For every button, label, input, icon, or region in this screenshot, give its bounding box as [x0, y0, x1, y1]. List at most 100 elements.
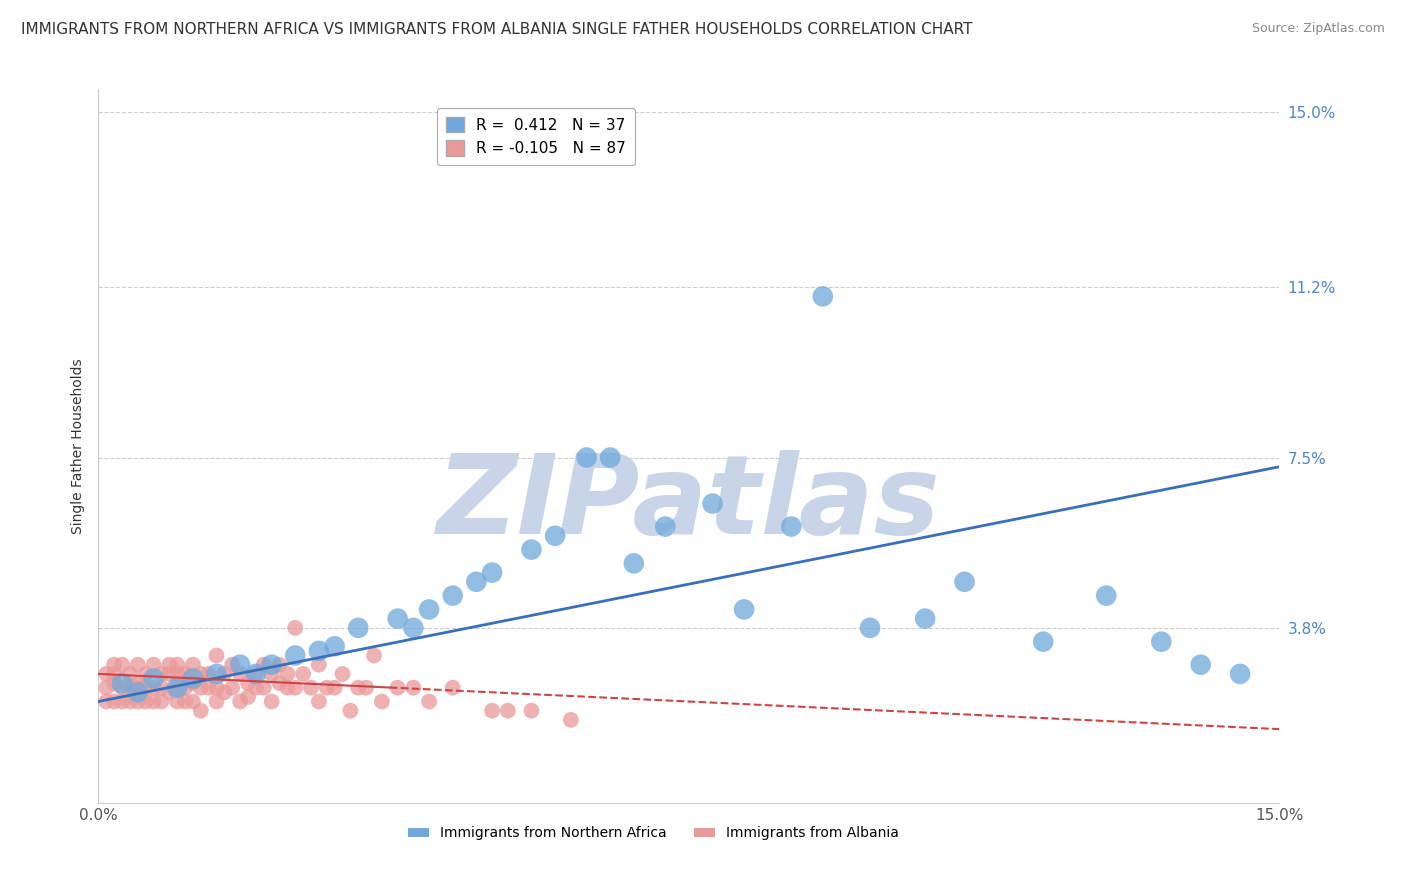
Point [103, 657, 125, 672]
Point [221, 657, 243, 672]
Point [181, 676, 204, 690]
Point [276, 666, 298, 681]
Point [354, 681, 377, 695]
Text: ZIPatlas: ZIPatlas [437, 450, 941, 557]
Point [284, 681, 307, 695]
Point [157, 657, 180, 672]
Point [339, 704, 361, 718]
Point [118, 681, 141, 695]
Point [190, 666, 212, 681]
Point [292, 666, 315, 681]
Point [308, 644, 330, 658]
Point [418, 694, 440, 708]
Point [181, 672, 204, 686]
Point [544, 529, 567, 543]
Y-axis label: Single Father Households: Single Father Households [70, 359, 84, 533]
Text: Source: ZipAtlas.com: Source: ZipAtlas.com [1251, 22, 1385, 36]
Point [205, 666, 228, 681]
Point [142, 657, 165, 672]
Point [253, 681, 276, 695]
Point [299, 681, 322, 695]
Point [142, 694, 165, 708]
Point [111, 681, 134, 695]
Point [229, 657, 252, 672]
Point [150, 681, 173, 695]
Point [496, 704, 519, 718]
Point [953, 574, 976, 589]
Point [221, 681, 243, 695]
Point [236, 690, 259, 704]
Point [103, 694, 125, 708]
Point [127, 681, 149, 695]
Point [181, 657, 204, 672]
Point [96, 666, 118, 681]
Point [308, 657, 330, 672]
Point [229, 666, 252, 681]
Point [245, 666, 267, 681]
Point [260, 694, 283, 708]
Point [190, 681, 212, 695]
Point [402, 621, 425, 635]
Point [103, 666, 125, 681]
Point [111, 694, 134, 708]
Point [1150, 634, 1173, 648]
Point [166, 681, 188, 695]
Point [347, 681, 370, 695]
Point [236, 676, 259, 690]
Point [1229, 666, 1251, 681]
Point [190, 704, 212, 718]
Point [347, 621, 370, 635]
Point [96, 694, 118, 708]
Point [481, 704, 503, 718]
Point [733, 602, 755, 616]
Point [1189, 657, 1212, 672]
Point [387, 612, 409, 626]
Point [157, 666, 180, 681]
Point [260, 666, 283, 681]
Point [1032, 634, 1054, 648]
Point [197, 666, 219, 681]
Point [127, 676, 149, 690]
Point [520, 704, 543, 718]
Point [166, 666, 188, 681]
Point [111, 657, 134, 672]
Point [520, 542, 543, 557]
Point [118, 666, 141, 681]
Point [575, 450, 598, 465]
Point [260, 657, 283, 672]
Point [205, 681, 228, 695]
Point [253, 657, 276, 672]
Point [103, 676, 125, 690]
Point [111, 676, 134, 690]
Point [127, 685, 149, 699]
Point [560, 713, 582, 727]
Point [166, 694, 188, 708]
Point [214, 666, 236, 681]
Point [118, 694, 141, 708]
Point [150, 694, 173, 708]
Point [166, 657, 188, 672]
Point [229, 694, 252, 708]
Point [135, 694, 157, 708]
Point [441, 589, 464, 603]
Point [276, 681, 298, 695]
Point [284, 648, 307, 663]
Point [914, 612, 936, 626]
Point [174, 681, 197, 695]
Point [315, 681, 337, 695]
Point [96, 681, 118, 695]
Point [441, 681, 464, 695]
Point [166, 681, 188, 695]
Point [387, 681, 409, 695]
Point [174, 694, 197, 708]
Point [284, 621, 307, 635]
Point [363, 648, 385, 663]
Point [811, 289, 834, 303]
Point [142, 681, 165, 695]
Point [245, 666, 267, 681]
Text: IMMIGRANTS FROM NORTHERN AFRICA VS IMMIGRANTS FROM ALBANIA SINGLE FATHER HOUSEHO: IMMIGRANTS FROM NORTHERN AFRICA VS IMMIG… [21, 22, 973, 37]
Legend: Immigrants from Northern Africa, Immigrants from Albania: Immigrants from Northern Africa, Immigra… [402, 821, 904, 846]
Point [135, 666, 157, 681]
Point [205, 648, 228, 663]
Point [323, 681, 346, 695]
